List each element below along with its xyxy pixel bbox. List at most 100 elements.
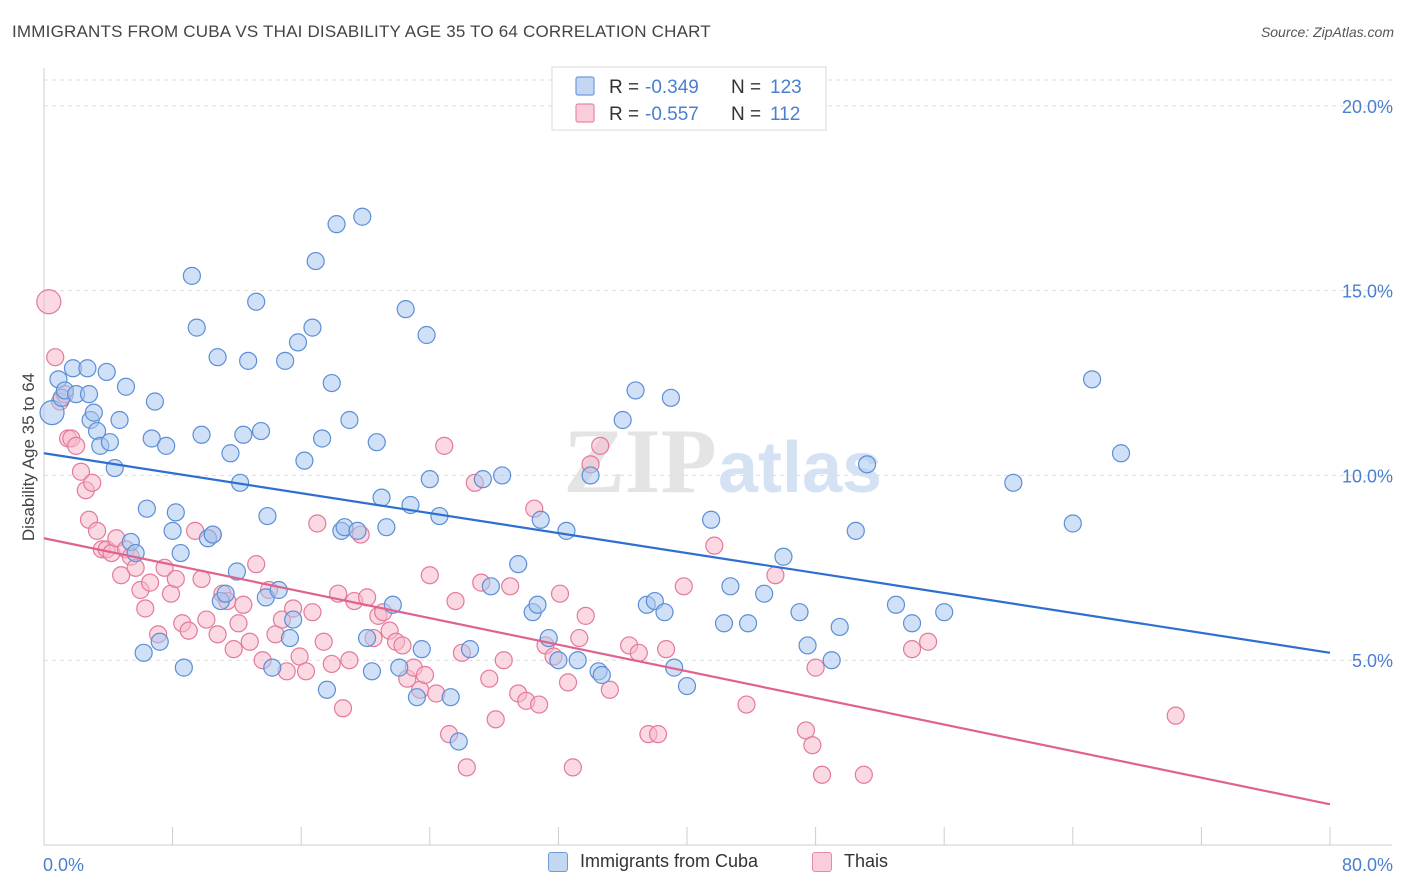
point-thais bbox=[303, 603, 322, 622]
point-cuba bbox=[137, 499, 156, 518]
point-thais bbox=[393, 636, 412, 655]
point-cuba bbox=[187, 318, 206, 337]
point-thais bbox=[140, 573, 160, 592]
series-cuba bbox=[39, 207, 1131, 751]
point-cuba bbox=[822, 651, 841, 670]
point-cuba bbox=[362, 662, 382, 681]
point-cuba bbox=[774, 547, 793, 566]
point-cuba bbox=[221, 444, 240, 463]
point-cuba bbox=[755, 584, 774, 603]
point-thais bbox=[486, 710, 505, 729]
point-thais bbox=[197, 610, 216, 629]
point-thais bbox=[340, 651, 359, 670]
point-cuba bbox=[581, 466, 600, 485]
point-cuba bbox=[276, 351, 295, 370]
point-thais bbox=[333, 699, 353, 718]
point-cuba bbox=[322, 373, 341, 393]
point-cuba bbox=[407, 688, 427, 707]
point-cuba bbox=[79, 385, 99, 404]
r-value: -0.557 bbox=[645, 104, 699, 125]
point-cuba bbox=[549, 651, 568, 670]
point-cuba bbox=[857, 455, 877, 474]
y-tick-label: 10.0% bbox=[1342, 466, 1393, 486]
n-value: 123 bbox=[770, 77, 802, 98]
y-tick-label: 5.0% bbox=[1352, 651, 1393, 671]
point-cuba bbox=[509, 555, 528, 574]
point-cuba bbox=[251, 421, 271, 441]
r-label: R = bbox=[609, 77, 639, 98]
r-label: R = bbox=[609, 104, 639, 125]
point-cuba bbox=[353, 207, 372, 226]
point-thais bbox=[570, 628, 589, 648]
point-cuba bbox=[1004, 473, 1023, 492]
point-cuba bbox=[661, 388, 681, 407]
chart-title: IMMIGRANTS FROM CUBA VS THAI DISABILITY … bbox=[12, 22, 711, 41]
point-cuba bbox=[481, 577, 500, 596]
point-cuba bbox=[377, 518, 396, 537]
point-thais bbox=[166, 569, 185, 589]
point-thais bbox=[674, 577, 693, 596]
point-thais bbox=[600, 680, 619, 699]
point-thais bbox=[112, 566, 131, 585]
point-thais bbox=[919, 632, 938, 651]
point-thais bbox=[446, 591, 465, 611]
point-thais bbox=[854, 765, 873, 784]
point-cuba bbox=[84, 403, 103, 422]
point-thais bbox=[591, 436, 610, 455]
point-cuba bbox=[239, 351, 258, 370]
point-cuba bbox=[227, 562, 246, 581]
stats-legend: R = -0.349 N = 123 R = -0.557 N = 112 bbox=[551, 66, 827, 131]
point-cuba bbox=[327, 215, 346, 234]
point-cuba bbox=[592, 665, 611, 685]
point-cuba bbox=[348, 521, 367, 540]
point-cuba bbox=[449, 732, 468, 751]
y-axis-label: Disability Age 35 to 64 bbox=[19, 373, 38, 541]
point-cuba bbox=[738, 614, 758, 633]
chart-source: Source: ZipAtlas.com bbox=[1260, 24, 1394, 40]
point-cuba bbox=[390, 658, 409, 677]
point-cuba bbox=[417, 325, 436, 345]
legend-item-thais[interactable]: Thais bbox=[812, 851, 888, 872]
point-thais bbox=[322, 654, 341, 674]
point-cuba bbox=[134, 643, 153, 662]
point-cuba bbox=[790, 603, 809, 622]
point-thais bbox=[480, 669, 499, 688]
point-thais bbox=[1166, 706, 1185, 725]
watermark-atlas: atlas bbox=[718, 428, 882, 508]
bottom-legend: Immigrants from Cuba Thais bbox=[0, 851, 1406, 877]
point-cuba bbox=[216, 584, 235, 603]
point-thais bbox=[766, 566, 785, 585]
point-thais bbox=[136, 599, 155, 618]
x-tick-label: 0.0% bbox=[43, 855, 84, 875]
point-thais bbox=[420, 566, 439, 585]
point-cuba bbox=[163, 521, 182, 540]
point-thais bbox=[494, 651, 513, 670]
point-thais bbox=[530, 695, 549, 714]
point-cuba bbox=[78, 359, 97, 378]
point-thais bbox=[415, 665, 435, 685]
point-cuba bbox=[340, 410, 359, 430]
point-thais bbox=[234, 595, 253, 614]
point-cuba bbox=[110, 410, 129, 430]
point-thais bbox=[457, 758, 476, 777]
point-cuba bbox=[39, 400, 65, 426]
point-thais bbox=[46, 348, 65, 367]
point-thais bbox=[247, 555, 266, 574]
point-thais bbox=[657, 640, 676, 659]
y-tick-label: 15.0% bbox=[1342, 282, 1393, 302]
point-cuba bbox=[1063, 514, 1082, 533]
point-cuba bbox=[174, 658, 193, 677]
r-value: -0.349 bbox=[645, 77, 699, 98]
point-cuba bbox=[568, 651, 587, 670]
point-cuba bbox=[557, 521, 576, 540]
point-cuba bbox=[441, 688, 460, 707]
stats-swatch bbox=[575, 103, 595, 123]
point-thais bbox=[803, 736, 822, 755]
legend-item-cuba[interactable]: Immigrants from Cuba bbox=[548, 851, 758, 872]
legend-label-cuba: Immigrants from Cuba bbox=[580, 851, 759, 871]
point-cuba bbox=[97, 362, 116, 382]
point-cuba bbox=[116, 377, 136, 396]
point-cuba bbox=[902, 614, 922, 633]
point-thais bbox=[576, 606, 595, 625]
